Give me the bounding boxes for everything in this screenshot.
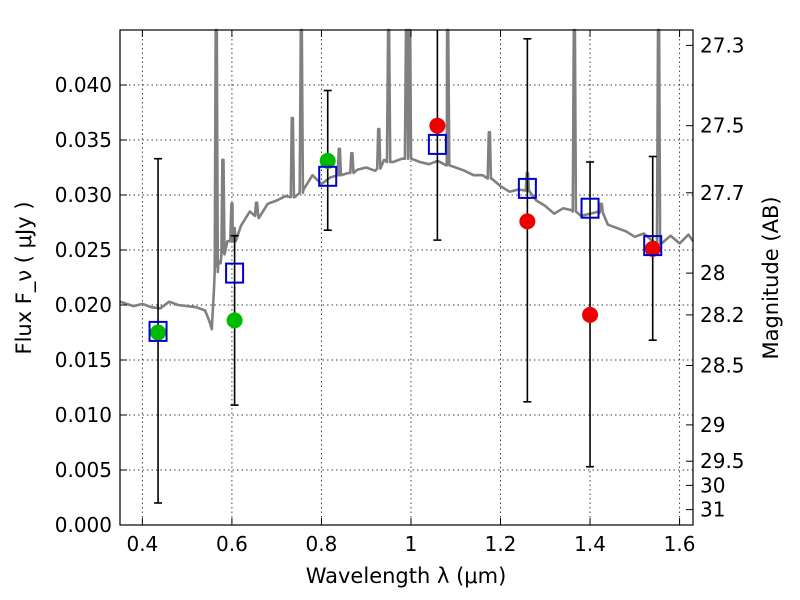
x-tick-label: 0.6 xyxy=(216,532,248,556)
y-tick-label: 0.005 xyxy=(55,458,112,482)
y-tick-label: 0.015 xyxy=(55,348,112,372)
x-tick-label: 0.8 xyxy=(306,532,338,556)
photometry_green-point xyxy=(150,324,167,341)
plot-frame xyxy=(119,29,694,526)
photometry_red-point xyxy=(429,117,446,134)
magnitude-tick-label: 31 xyxy=(700,498,725,522)
model-photometry-square xyxy=(148,320,168,342)
y-tick-label: 0.040 xyxy=(55,73,112,97)
y-tick-label: 0.030 xyxy=(55,183,112,207)
photometry_red-point xyxy=(519,213,536,230)
model-photometry-square xyxy=(580,197,600,219)
tick-layer: 0.4 0.6 0.8 1 1.2 1.4 1.6 0.000 0.005 0.010 0.015 0… xyxy=(55,30,745,556)
magnitude-tick-label: 27.7 xyxy=(700,181,745,205)
x-tick-label: 1.4 xyxy=(574,532,606,556)
magnitude-tick-label: 28.2 xyxy=(700,303,745,327)
photometry_green-point xyxy=(319,152,336,169)
magnitude-tick-label: 27.5 xyxy=(700,114,745,138)
magnitude-axis-label: Magnitude (AB) xyxy=(759,196,783,359)
y-tick-label: 0.025 xyxy=(55,238,112,262)
model-photometry-square xyxy=(427,133,447,155)
photometry_red-point xyxy=(644,240,661,257)
x-tick-label: 1 xyxy=(405,532,418,556)
model-photometry-square xyxy=(517,177,537,199)
magnitude-tick-label: 29.5 xyxy=(700,449,745,473)
x-axis-label: Wavelength λ (μm) xyxy=(306,564,507,588)
x-tick-label: 0.4 xyxy=(126,532,158,556)
magnitude-tick-label: 28.5 xyxy=(700,354,745,378)
y-tick-label: 0.010 xyxy=(55,403,112,427)
magnitude-tick-label: 28 xyxy=(700,261,725,285)
magnitude-tick-label: 27.3 xyxy=(700,33,745,57)
magnitude-tick-label: 29 xyxy=(700,413,725,437)
y-axis-label: Flux F_ν ( μJy ) xyxy=(12,201,37,354)
x-tick-label: 1.2 xyxy=(485,532,517,556)
y-tick-label: 0.020 xyxy=(55,293,112,317)
photometry_red-point xyxy=(582,306,599,323)
magnitude-tick-label: 30 xyxy=(700,473,725,497)
photometry_green-point xyxy=(226,312,243,329)
y-tick-label: 0.035 xyxy=(55,128,112,152)
model-spectrum-line xyxy=(119,28,695,331)
model-photometry-square xyxy=(643,235,663,257)
x-tick-label: 1.6 xyxy=(664,532,696,556)
y-tick-label: 0.000 xyxy=(55,513,112,537)
model-photometry-square xyxy=(318,165,338,187)
spectrum-layer xyxy=(119,28,695,331)
model-photometry-square xyxy=(225,262,245,284)
marker-layer xyxy=(148,117,663,342)
